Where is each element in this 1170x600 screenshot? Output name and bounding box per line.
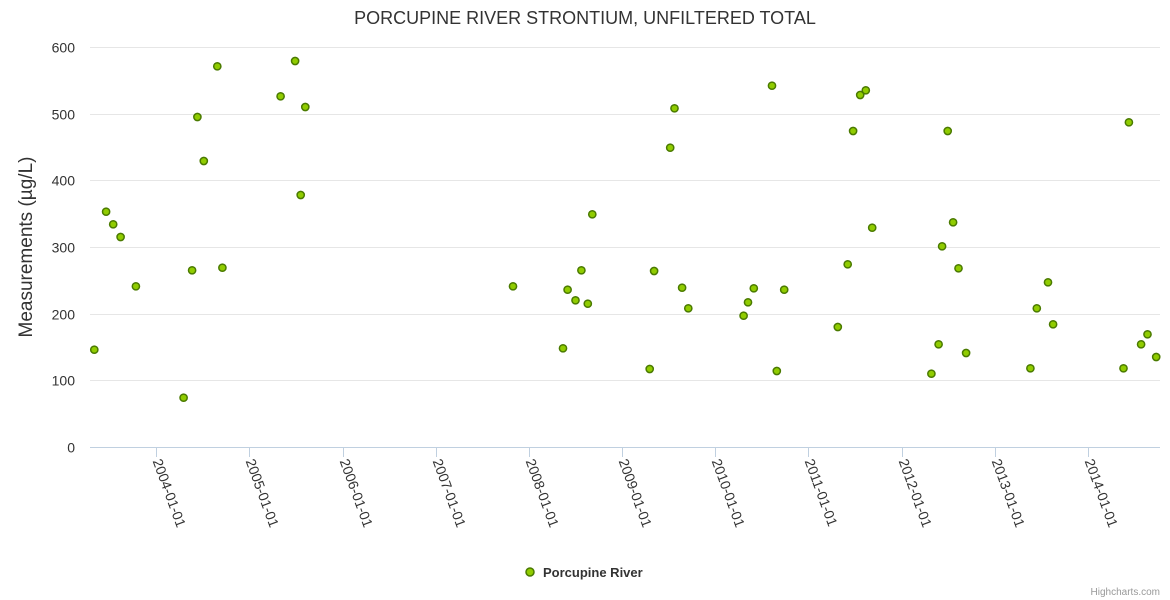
data-point-2003-10-14[interactable] [131,281,141,291]
x-tick-label-2011-01-01: 2011-01-01 [802,457,841,529]
credits-link[interactable]: Highcharts.com [1091,587,1160,598]
x-tick-label-2014-01-01: 2014-01-01 [1082,457,1122,530]
data-point-2004-07-06[interactable] [199,156,209,166]
data-point-2009-07-08[interactable] [665,143,675,153]
x-tick-label-2004-01-01: 2004-01-01 [150,457,190,530]
data-point-2003-06-19[interactable] [101,207,111,217]
x-tick-label-2005-01-01: 2005-01-01 [243,457,283,530]
x-tick-label-2006-01-01: 2006-01-01 [337,457,377,530]
x-tick-label-2009-01-01: 2009-01-01 [616,457,656,530]
data-point-2013-06-14[interactable] [1032,303,1042,313]
data-point-2009-05-06[interactable] [649,266,659,276]
data-point-2009-07-25[interactable] [670,103,679,113]
data-point-2010-08-30[interactable] [772,366,782,376]
data-point-2008-07-02[interactable] [571,295,580,305]
y-tick-label-600: 600 [52,40,76,56]
data-point-2010-06-01[interactable] [749,283,759,293]
data-point-2004-08-28[interactable] [212,61,222,71]
data-point-2012-05-25[interactable] [934,339,943,349]
data-point-2012-06-30[interactable] [943,126,953,136]
data-point-2010-08-11[interactable] [767,81,777,91]
y-tick-label-300: 300 [52,240,76,256]
data-point-2012-06-08[interactable] [937,241,947,251]
x-tick-label-2010-01-01: 2010-01-01 [709,457,749,530]
data-point-2010-09-28[interactable] [779,285,789,295]
data-point-2011-09-08[interactable] [867,223,877,233]
data-point-2012-07-21[interactable] [948,217,958,227]
data-point-2008-05-14[interactable] [558,343,568,353]
data-point-2004-09-17[interactable] [218,263,227,273]
legend[interactable]: Porcupine River [525,565,643,580]
legend-marker-porcupine-river[interactable] [525,567,535,577]
data-point-2013-08-17[interactable] [1048,319,1058,329]
data-point-2005-07-21[interactable] [296,190,306,200]
data-point-2009-08-24[interactable] [677,283,687,293]
y-tick-label-400: 400 [52,173,76,189]
x-tick-label-2008-01-01: 2008-01-01 [523,457,563,530]
data-point-2008-07-25[interactable] [577,265,586,275]
y-tick-label-500: 500 [52,107,76,123]
data-point-2004-05-21[interactable] [187,265,197,275]
data-point-2010-04-22[interactable] [739,311,748,321]
data-point-2012-09-10[interactable] [961,348,971,358]
data-point-2013-05-20[interactable] [1026,363,1035,373]
data-point-2003-05-04[interactable] [89,345,99,355]
data-point-2008-08-19[interactable] [583,299,593,309]
y-tick-label-100: 100 [52,373,76,389]
x-tick-label-2013-01-01: 2013-01-01 [989,457,1029,530]
x-tick-label-2007-01-01: 2007-01-01 [430,457,470,530]
data-point-2003-08-15[interactable] [116,232,125,242]
data-point-2011-07-23[interactable] [855,90,865,100]
data-point-2013-07-28[interactable] [1043,277,1053,287]
data-point-2011-08-14[interactable] [861,85,871,95]
x-axis-ticks: 2004-01-01 2005-01-01 2006-01-01 2007-01-01… [150,447,1122,530]
y-tick-label-200: 200 [52,307,76,323]
data-point-2011-06-25[interactable] [848,126,858,136]
y-axis-ticks: 0 100 200 300 400 500 600 [52,40,76,456]
data-point-2004-04-18[interactable] [179,393,188,403]
data-point-2011-06-04[interactable] [843,259,853,269]
x-tick-label-2012-01-01: 2012-01-01 [896,457,936,530]
data-point-2008-06-01[interactable] [563,285,572,295]
y-tick-label-0: 0 [67,440,75,456]
data-point-2014-09-25[interactable] [1151,352,1161,362]
data-point-2005-06-29[interactable] [290,56,300,66]
data-point-2014-07-28[interactable] [1136,339,1146,349]
data-point-2008-09-06[interactable] [587,209,597,219]
data-point-2014-06-10[interactable] [1124,117,1134,127]
data-point-2014-08-22[interactable] [1143,329,1152,339]
data-point-2012-08-11[interactable] [954,263,963,273]
data-point-2007-10-31[interactable] [508,281,518,291]
data-point-2012-04-27[interactable] [927,369,936,379]
data-point-2009-09-17[interactable] [683,303,693,313]
gridlines [90,47,1160,381]
data-point-2005-05-03[interactable] [276,91,285,101]
data-point-2004-06-11[interactable] [193,112,202,122]
y-axis-label: Measurements (µg/L) [16,157,37,338]
chart-title: PORCUPINE RIVER STRONTIUM, UNFILTERED TO… [354,8,816,28]
legend-item-porcupine-river[interactable]: Porcupine River [543,565,643,580]
data-point-2011-04-26[interactable] [833,322,843,332]
data-point-2010-05-09[interactable] [743,297,753,307]
data-point-2014-05-20[interactable] [1119,363,1128,373]
data-point-2003-07-17[interactable] [108,219,118,229]
data-point-2005-08-08[interactable] [300,102,310,112]
data-point-2009-04-19[interactable] [645,364,655,374]
scatter-series-porcupine-river[interactable] [89,56,1161,403]
